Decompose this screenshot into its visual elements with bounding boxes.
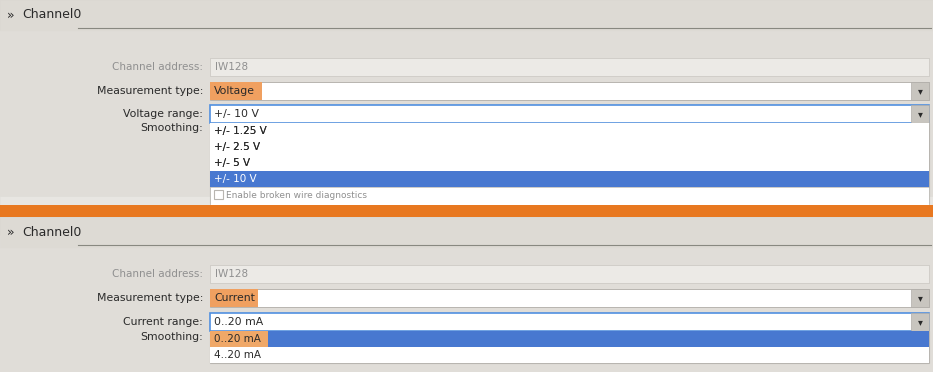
Text: +/- 2.5 V: +/- 2.5 V <box>214 142 260 152</box>
Text: 0..20 mA: 0..20 mA <box>214 334 261 344</box>
Bar <box>210 331 929 363</box>
Text: Current: Current <box>214 293 255 303</box>
Bar <box>0 205 933 372</box>
Bar <box>0 207 933 235</box>
Text: +/- 1.25 V: +/- 1.25 V <box>214 126 267 136</box>
Bar <box>210 289 929 307</box>
Text: Measurement type:: Measurement type: <box>97 86 203 96</box>
Bar <box>210 313 929 331</box>
Bar <box>210 265 929 283</box>
Text: 4..20 mA: 4..20 mA <box>214 350 261 360</box>
Bar <box>911 313 929 331</box>
Bar <box>0 0 933 31</box>
Bar <box>210 139 929 155</box>
Text: Channel0: Channel0 <box>22 9 81 22</box>
Bar <box>0 0 933 30</box>
Bar <box>214 190 223 199</box>
Text: ▾: ▾ <box>917 293 923 303</box>
Bar <box>911 82 929 100</box>
Bar <box>210 105 929 123</box>
Bar <box>210 171 929 187</box>
Bar <box>210 331 929 347</box>
Text: Channel address:: Channel address: <box>112 269 203 279</box>
Text: IW128: IW128 <box>215 62 248 72</box>
Text: Smoothing:: Smoothing: <box>140 332 203 342</box>
Text: +/- 1.25 V: +/- 1.25 V <box>214 126 267 136</box>
Bar <box>210 82 262 100</box>
Text: Channel0: Channel0 <box>22 225 81 238</box>
Bar <box>210 123 929 139</box>
Bar <box>0 248 933 372</box>
Bar <box>210 331 268 347</box>
Text: Voltage range:: Voltage range: <box>123 109 203 119</box>
Text: +/- 2.5 V: +/- 2.5 V <box>214 142 260 152</box>
Text: +/- 5 V: +/- 5 V <box>214 158 250 168</box>
Bar <box>210 123 929 203</box>
Text: 0..20 mA: 0..20 mA <box>214 317 263 327</box>
Text: ▾: ▾ <box>917 317 923 327</box>
Text: Measurement type:: Measurement type: <box>97 293 203 303</box>
Text: ▾: ▾ <box>917 109 923 119</box>
Text: +/- 10 V: +/- 10 V <box>214 109 259 119</box>
Bar <box>0 205 933 217</box>
Bar <box>210 82 929 100</box>
Bar <box>911 289 929 307</box>
Text: +/- 5 V: +/- 5 V <box>214 158 250 168</box>
Bar <box>210 155 929 171</box>
Bar <box>210 139 929 155</box>
Text: Enable broken wire diagnostics: Enable broken wire diagnostics <box>226 190 367 199</box>
Text: ▾: ▾ <box>917 86 923 96</box>
Text: »: » <box>7 225 15 238</box>
Bar <box>210 123 929 139</box>
Text: IW128: IW128 <box>215 269 248 279</box>
Text: +/- 10 V: +/- 10 V <box>214 174 257 184</box>
Bar <box>210 187 929 205</box>
Bar <box>0 0 933 205</box>
Text: Smoothing:: Smoothing: <box>140 123 203 133</box>
Bar <box>0 31 933 196</box>
Bar <box>210 58 929 76</box>
Text: Current range:: Current range: <box>123 317 203 327</box>
Bar <box>0 217 933 248</box>
Text: Voltage: Voltage <box>214 86 255 96</box>
Bar <box>210 155 929 171</box>
Text: Channel address:: Channel address: <box>112 62 203 72</box>
Bar <box>210 289 258 307</box>
Bar <box>210 347 929 363</box>
Bar <box>911 105 929 123</box>
Text: »: » <box>7 9 15 22</box>
